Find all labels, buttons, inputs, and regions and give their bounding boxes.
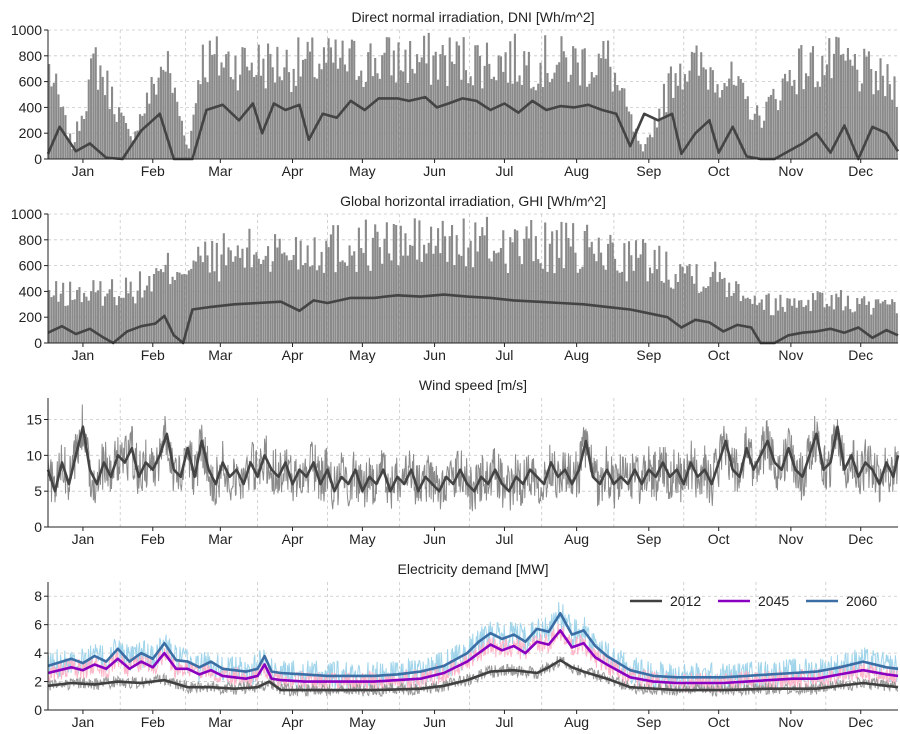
raw-trace-group (47, 404, 899, 512)
x-tick-label: Dec (848, 163, 873, 179)
x-tick-label: Nov (778, 714, 803, 730)
raw-trace-line (47, 404, 899, 512)
y-tick-label: 2 (34, 674, 42, 690)
chart-panel-1: Direct normal irradiation, DNI [Wh/m^2] 0… (11, 9, 900, 179)
y-tick-label: 0 (34, 151, 42, 167)
y-tick-label: 200 (19, 309, 43, 325)
x-tick-label: Nov (778, 347, 803, 363)
y-tick-label: 10 (26, 447, 42, 463)
x-tick-label: Jun (423, 163, 446, 179)
x-tick-label: Aug (564, 714, 589, 730)
x-tick-label: Oct (708, 531, 730, 547)
y-tick-label: 1000 (11, 22, 42, 38)
y-tick-label: 200 (19, 125, 43, 141)
x-tick-label: May (349, 347, 375, 363)
y-tick-label: 0 (34, 335, 42, 351)
series-line-2060 (47, 612, 899, 679)
chart-title: Electricity demand [MW] (398, 561, 549, 577)
x-tick-label: Nov (778, 531, 803, 547)
x-tick-label: Jun (423, 347, 446, 363)
y-tick-label: 8 (34, 588, 42, 604)
y-tick-label: 600 (19, 74, 43, 90)
x-tick-label: Apr (282, 531, 304, 547)
x-tick-label: Feb (141, 347, 165, 363)
series-line-2012 (47, 658, 899, 692)
raw-trace-group (48, 32, 898, 159)
legend: 2012 2045 2060 (630, 593, 877, 609)
y-tick-label: 800 (19, 232, 43, 248)
x-tick-label: Oct (708, 163, 730, 179)
x-tick-label: Jan (72, 714, 95, 730)
chart-panel-3: Wind speed [m/s] 0 5 10 15 Jan Feb Mar Apr May Jun… (26, 377, 900, 547)
x-tick-label: Apr (282, 347, 304, 363)
x-tick-label: Sep (636, 531, 661, 547)
x-tick-label: May (349, 163, 375, 179)
chart-title: Global horizontal irradiation, GHI [Wh/m… (340, 193, 606, 209)
x-tick-label: Jul (495, 531, 513, 547)
x-tick-label: Oct (708, 347, 730, 363)
y-tick-label: 600 (19, 258, 43, 274)
x-tick-label: Feb (141, 163, 165, 179)
chart-panel-4: Electricity demand [MW] 0 2 4 6 8 Jan Feb Mar Apr… (34, 561, 899, 730)
x-tick-label: Aug (564, 531, 589, 547)
chart-title: Wind speed [m/s] (419, 377, 527, 393)
y-tick-label: 4 (34, 645, 42, 661)
x-tick-label: Aug (564, 163, 589, 179)
chart-panel-2: Global horizontal irradiation, GHI [Wh/m… (11, 193, 899, 363)
legend-label-2045: 2045 (758, 593, 789, 609)
x-tick-label: Jan (72, 531, 95, 547)
y-tick-label: 400 (19, 99, 43, 115)
y-tick-label: 15 (26, 412, 42, 428)
x-tick-label: Feb (141, 714, 165, 730)
x-tick-label: Apr (282, 714, 304, 730)
legend-label-2012: 2012 (670, 593, 701, 609)
x-tick-label: Jul (495, 347, 513, 363)
y-tick-label: 5 (34, 483, 42, 499)
x-tick-label: Jan (72, 347, 95, 363)
x-tick-label: Dec (848, 714, 873, 730)
legend-label-2060: 2060 (846, 593, 877, 609)
chart-title: Direct normal irradiation, DNI [Wh/m^2] (351, 9, 594, 25)
series-line-smooth (47, 293, 899, 345)
x-tick-label: Jun (423, 714, 446, 730)
x-tick-label: Sep (636, 714, 661, 730)
y-tick-label: 400 (19, 283, 43, 299)
x-tick-label: Oct (708, 714, 730, 730)
x-tick-label: Nov (778, 163, 803, 179)
x-tick-label: Feb (141, 531, 165, 547)
series-line-2045 (47, 629, 899, 685)
x-tick-label: Aug (564, 347, 589, 363)
x-tick-label: Jul (495, 714, 513, 730)
x-tick-label: Mar (208, 163, 232, 179)
x-tick-label: Mar (208, 714, 232, 730)
series-line-smooth (46, 425, 900, 493)
x-tick-label: Sep (636, 163, 661, 179)
y-tick-label: 0 (34, 702, 42, 718)
x-tick-label: Jul (495, 163, 513, 179)
x-tick-label: Mar (208, 347, 232, 363)
y-tick-label: 1000 (11, 206, 42, 222)
x-tick-label: Dec (848, 531, 873, 547)
x-tick-label: Mar (208, 531, 232, 547)
x-tick-label: Jun (423, 531, 446, 547)
x-tick-label: Sep (636, 347, 661, 363)
x-tick-label: Dec (848, 347, 873, 363)
raw-trace-group (48, 216, 898, 343)
x-tick-label: Jan (72, 163, 95, 179)
x-tick-label: Apr (282, 163, 304, 179)
y-tick-label: 0 (34, 519, 42, 535)
y-tick-label: 6 (34, 617, 42, 633)
y-tick-label: 800 (19, 48, 43, 64)
x-tick-label: May (349, 714, 375, 730)
x-tick-label: May (349, 531, 375, 547)
